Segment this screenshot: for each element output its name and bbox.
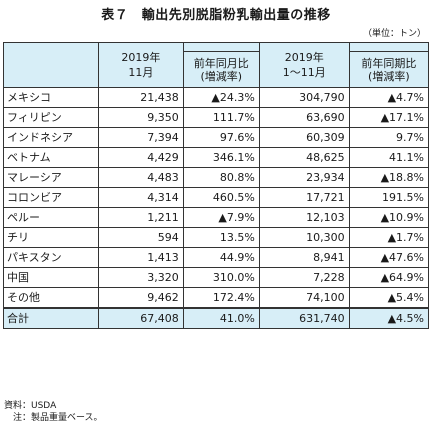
header-period-ytd: 2019年 1～11月 <box>258 42 350 88</box>
nov-volume: 3,320 <box>98 267 184 288</box>
table-row: その他 9,462 172.4% 74,100 ▲5.4% <box>2 287 430 309</box>
header-change-nov-spacer <box>182 41 260 52</box>
country-name: メキシコ <box>2 87 100 108</box>
header-change-nov-line2: (増減率) <box>200 69 243 83</box>
table-row: インドネシア 7,394 97.6% 60,309 9.7% <box>2 127 430 148</box>
ytd-volume: 17,721 <box>258 187 350 208</box>
nov-volume: 9,462 <box>98 287 184 309</box>
total-label: 合計 <box>2 307 100 329</box>
ytd-volume: 63,690 <box>258 107 350 128</box>
nov-volume: 9,350 <box>98 107 184 128</box>
table-row: ペルー 1,211 ▲7.9% 12,103 ▲10.9% <box>2 207 430 228</box>
country-name: 中国 <box>2 267 100 288</box>
nov-volume: 4,314 <box>98 187 184 208</box>
header-period-ytd-line2: 1～11月 <box>282 66 326 79</box>
country-name: コロンビア <box>2 187 100 208</box>
ytd-change: 41.1% <box>348 147 430 168</box>
table-row: フィリピン 9,350 111.7% 63,690 ▲17.1% <box>2 107 430 128</box>
nov-volume: 1,211 <box>98 207 184 228</box>
header-empty-cell <box>2 42 100 88</box>
country-name: パキスタン <box>2 247 100 268</box>
nov-change: 44.9% <box>182 247 260 268</box>
source-note: 資料：USDA 注：製品重量ベース。 <box>4 400 103 424</box>
table-row: チリ 594 13.5% 10,300 ▲1.7% <box>2 227 430 248</box>
source-line: 資料：USDA <box>4 401 57 411</box>
ytd-change: ▲4.7% <box>348 87 430 108</box>
table-title: 表７ 輸出先別脱脂粉乳輸出量の推移 <box>101 8 331 23</box>
header-period-nov-line2: 11月 <box>128 66 154 79</box>
nov-volume: 7,394 <box>98 127 184 148</box>
ytd-change: ▲1.7% <box>348 227 430 248</box>
ytd-volume: 74,100 <box>258 287 350 309</box>
ytd-change: ▲5.4% <box>348 287 430 309</box>
nov-change: 172.4% <box>182 287 260 309</box>
ytd-volume: 7,228 <box>258 267 350 288</box>
header-change-nov: 前年同月比 (増減率) <box>182 51 260 88</box>
ytd-change: ▲18.8% <box>348 167 430 188</box>
nov-volume: 21,438 <box>98 87 184 108</box>
header-period-ytd-line1: 2019年 <box>284 51 324 64</box>
unit-label: （単位：トン） <box>362 29 426 39</box>
ytd-change: ▲10.9% <box>348 207 430 228</box>
country-name: マレーシア <box>2 167 100 188</box>
ytd-change: ▲47.6% <box>348 247 430 268</box>
table-row: ベトナム 4,429 346.1% 48,625 41.1% <box>2 147 430 168</box>
table-row: パキスタン 1,413 44.9% 8,941 ▲47.6% <box>2 247 430 268</box>
ytd-volume: 304,790 <box>258 87 350 108</box>
ytd-volume: 48,625 <box>258 147 350 168</box>
header-change-ytd-line1: 前年同期比 <box>361 56 417 70</box>
country-name: インドネシア <box>2 127 100 148</box>
export-table: 2019年 11月 2019年 1～11月 前年同月比 (増減率) 前年同期比 … <box>2 41 430 329</box>
header-period-nov: 2019年 11月 <box>98 42 184 88</box>
nov-change: ▲24.3% <box>182 87 260 108</box>
nov-change: ▲7.9% <box>182 207 260 228</box>
country-name: その他 <box>2 287 100 309</box>
total-nov-volume: 67,408 <box>98 307 184 329</box>
ytd-volume: 8,941 <box>258 247 350 268</box>
table-row: マレーシア 4,483 80.8% 23,934 ▲18.8% <box>2 167 430 188</box>
ytd-change: 191.5% <box>348 187 430 208</box>
country-name: ベトナム <box>2 147 100 168</box>
header-change-ytd: 前年同期比 (増減率) <box>348 51 430 88</box>
nov-change: 13.5% <box>182 227 260 248</box>
nov-change: 460.5% <box>182 187 260 208</box>
ytd-volume: 10,300 <box>258 227 350 248</box>
country-name: チリ <box>2 227 100 248</box>
table-row: 中国 3,320 310.0% 7,228 ▲64.9% <box>2 267 430 288</box>
nov-volume: 4,429 <box>98 147 184 168</box>
nov-volume: 1,413 <box>98 247 184 268</box>
ytd-volume: 60,309 <box>258 127 350 148</box>
header-change-ytd-spacer <box>348 41 430 52</box>
note-line: 注：製品重量ベース。 <box>4 413 103 423</box>
total-row: 合計 67,408 41.0% 631,740 ▲4.5% <box>2 307 430 329</box>
ytd-change: ▲17.1% <box>348 107 430 128</box>
country-name: フィリピン <box>2 107 100 128</box>
table-row: コロンビア 4,314 460.5% 17,721 191.5% <box>2 187 430 208</box>
country-name: ペルー <box>2 207 100 228</box>
table-row: メキシコ 21,438 ▲24.3% 304,790 ▲4.7% <box>2 87 430 108</box>
total-ytd-change: ▲4.5% <box>348 307 430 329</box>
header-period-nov-line1: 2019年 <box>121 51 161 64</box>
total-ytd-volume: 631,740 <box>258 307 350 329</box>
header-change-ytd-line2: (増減率) <box>368 69 410 83</box>
total-nov-change: 41.0% <box>182 307 260 329</box>
nov-volume: 594 <box>98 227 184 248</box>
ytd-volume: 12,103 <box>258 207 350 228</box>
nov-change: 111.7% <box>182 107 260 128</box>
ytd-volume: 23,934 <box>258 167 350 188</box>
nov-change: 310.0% <box>182 267 260 288</box>
nov-change: 97.6% <box>182 127 260 148</box>
ytd-change: 9.7% <box>348 127 430 148</box>
nov-change: 80.8% <box>182 167 260 188</box>
ytd-change: ▲64.9% <box>348 267 430 288</box>
nov-change: 346.1% <box>182 147 260 168</box>
nov-volume: 4,483 <box>98 167 184 188</box>
header-change-nov-line1: 前年同月比 <box>193 56 249 70</box>
